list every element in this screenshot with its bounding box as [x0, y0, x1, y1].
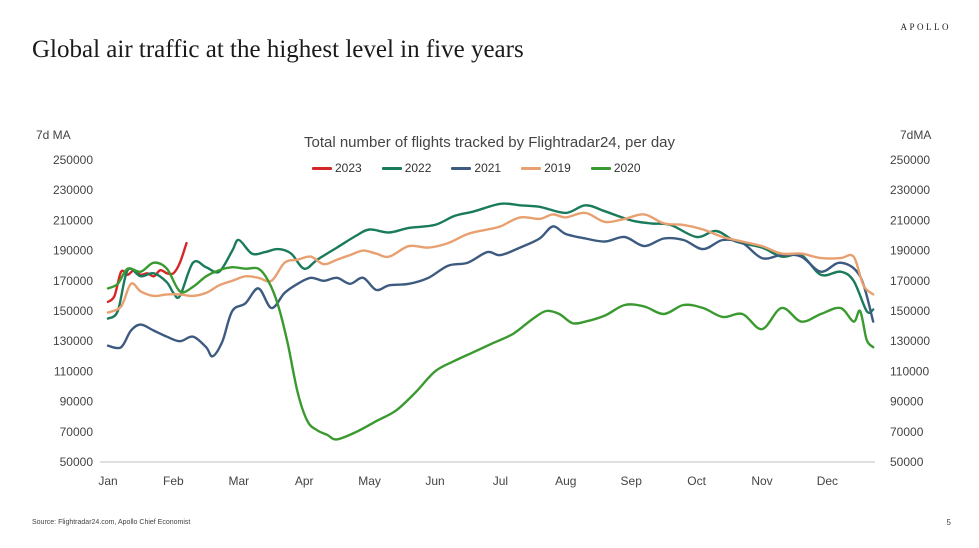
y-tick-label-left: 190000 [53, 244, 93, 258]
x-tick-label: Feb [163, 474, 184, 488]
x-tick-label: Jun [425, 474, 444, 488]
y-tick-label-right: 130000 [890, 334, 930, 348]
y-tick-label-left: 210000 [53, 213, 93, 227]
y-axis-right-label: 7dMA [900, 128, 932, 142]
y-tick-label-right: 110000 [890, 364, 929, 378]
y-axis-right-ticks: 250000 230000 210000 190000 170000 150000 1300… [890, 153, 930, 469]
legend-label-2020: 2020 [613, 161, 641, 175]
x-tick-label: Mar [228, 474, 249, 488]
legend-item-2021: 2021 [451, 161, 501, 175]
legend-label-2019: 2019 [544, 161, 571, 175]
y-tick-label-left: 230000 [53, 183, 93, 197]
y-tick-label-left: 250000 [53, 153, 93, 167]
y-tick-label-left: 150000 [53, 304, 93, 318]
chart-legend: 2023 2022 2021 2019 2020 [312, 161, 641, 175]
y-tick-label-left: 110000 [54, 364, 93, 378]
y-tick-label-left: 130000 [53, 334, 93, 348]
y-tick-label-left: 90000 [60, 395, 94, 409]
page-number: 5 [946, 518, 951, 527]
y-tick-label-right: 70000 [890, 425, 924, 439]
legend-swatch-2023 [312, 166, 332, 170]
x-tick-label: Apr [295, 474, 314, 488]
y-tick-label-left: 50000 [60, 455, 94, 469]
legend-item-2023: 2023 [312, 161, 362, 175]
source-footnote: Source: Flightradar24.com, Apollo Chief … [32, 519, 191, 526]
y-tick-label-right: 250000 [890, 153, 930, 167]
series-line-2020 [106, 261, 875, 441]
x-tick-label: Jul [493, 474, 508, 488]
legend-label-2021: 2021 [474, 161, 502, 175]
chart-title: Total number of flights tracked by Fligh… [303, 134, 676, 151]
legend-swatch-2022 [381, 166, 402, 170]
y-tick-label-right: 50000 [890, 455, 924, 469]
y-tick-label-right: 150000 [890, 304, 930, 318]
series-line-2022 [106, 202, 875, 320]
page-headline: Global air traffic at the highest level … [32, 36, 524, 63]
x-tick-label: Dec [817, 474, 838, 488]
legend-swatch-2020 [590, 166, 611, 170]
brand-logo: APOLLO [900, 22, 951, 32]
y-tick-label-right: 170000 [890, 274, 930, 288]
y-tick-label-right: 190000 [890, 244, 930, 258]
legend-label-2023: 2023 [335, 161, 362, 175]
legend-label-2022: 2022 [404, 161, 432, 175]
legend-swatch-2019 [521, 166, 542, 170]
legend-item-2019: 2019 [521, 161, 571, 175]
y-tick-label-right: 90000 [890, 395, 924, 409]
x-tick-label: Aug [555, 474, 576, 488]
series-line-2021 [106, 225, 875, 358]
x-axis-ticks: Jan Feb Mar Apr May Jun Jul Aug Sep Oct Nov Dec [98, 474, 838, 488]
y-axis-left-label: 7d MA [36, 128, 71, 142]
x-tick-label: Jan [98, 474, 117, 488]
y-tick-label-left: 170000 [53, 274, 93, 288]
series-line-2019 [106, 211, 875, 314]
legend-item-2022: 2022 [381, 161, 432, 175]
y-tick-label-right: 210000 [890, 213, 930, 227]
legend-item-2020: 2020 [590, 161, 641, 175]
y-tick-label-left: 70000 [60, 425, 94, 439]
y-tick-label-right: 230000 [890, 183, 930, 197]
x-tick-label: Sep [621, 474, 643, 488]
x-tick-label: Oct [687, 474, 706, 488]
legend-swatch-2021 [451, 166, 472, 170]
x-tick-label: May [358, 474, 381, 488]
x-tick-label: Nov [751, 474, 772, 488]
series-lines [106, 202, 875, 441]
y-axis-left-ticks: 250000 230000 210000 190000 170000 150000 1300… [53, 153, 93, 469]
